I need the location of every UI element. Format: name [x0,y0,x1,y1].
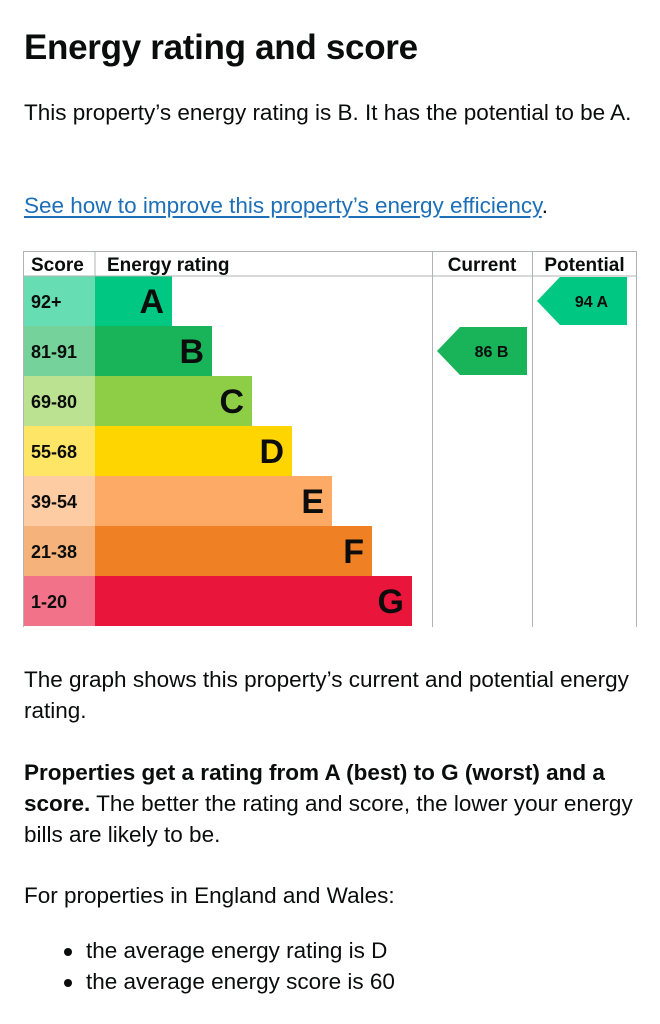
band-bar [95,476,332,526]
band-bar [95,526,372,576]
band-letter: E [301,483,324,521]
potential-rating-arrow [537,277,627,325]
list-item: the average energy score is 60 [24,966,395,997]
header-current: Current [448,255,517,276]
current-rating-label: 86 B [475,344,509,361]
potential-rating-label: 94 A [575,294,609,311]
ratings-explanation: Properties get a rating from A (best) to… [24,757,636,850]
page-title: Energy rating and score [24,28,418,67]
list-item: the average energy rating is D [24,935,395,966]
link-suffix: . [541,193,549,218]
band-letter: G [378,583,404,621]
graph-description: The graph shows this property’s current … [24,667,629,723]
averages-list: the average energy rating is D the avera… [24,935,395,997]
band-score-range: 1-20 [31,592,67,612]
band-letter: F [343,533,364,571]
band-score-range: 81-91 [31,342,77,362]
band-letter: C [219,383,244,421]
band-score-range: 21-38 [31,542,77,562]
ratings-explanation-rest: The better the rating and score, the low… [24,791,633,847]
energy-rating-chart: 92+ A 81-91 B 69-80 C 55-68 D 39-54 E 21-38 F 1-20 G S… [23,251,637,627]
band-score-range: 92+ [31,292,62,312]
current-rating-arrow [437,327,527,375]
band-score-cell [23,576,95,626]
band-score-range: 55-68 [31,442,77,462]
header-score: Score [31,255,84,276]
band-score-range: 39-54 [31,492,77,512]
band-bar [95,426,292,476]
band-bar [95,376,252,426]
band-bar [95,326,212,376]
band-score-cell [23,376,95,426]
band-bar [95,576,412,626]
band-score-range: 69-80 [31,392,77,412]
band-bar [95,276,172,326]
header-energy-rating: Energy rating [107,255,229,276]
rating-summary: This property’s energy rating is B. It h… [24,100,632,125]
band-score-cell [23,526,95,576]
band-score-cell [23,426,95,476]
band-score-cell [23,276,95,326]
england-wales-label: For properties in England and Wales: [24,883,395,908]
band-letter: B [179,333,204,371]
band-letter: A [139,283,164,321]
ratings-explanation-bold: Properties get a rating from A (best) to… [24,760,605,816]
improve-efficiency-link[interactable]: See how to improve this property’s energ… [24,193,542,218]
header-potential: Potential [544,255,624,276]
improve-link-paragraph: See how to improve this property’s energ… [24,190,636,221]
band-score-cell [23,476,95,526]
band-score-cell [23,326,95,376]
band-letter: D [259,433,284,471]
